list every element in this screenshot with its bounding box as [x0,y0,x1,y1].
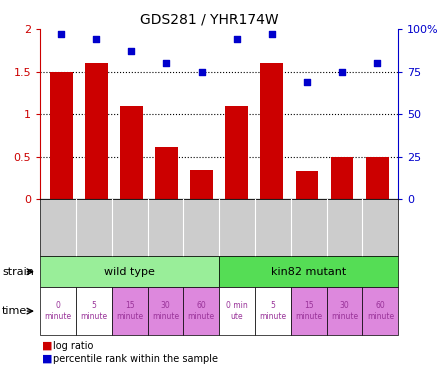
Text: 0 min
ute: 0 min ute [226,301,248,321]
Text: 0
minute: 0 minute [44,301,72,321]
Bar [331,157,353,199]
Point [128,48,135,53]
Bar [120,106,143,199]
Bar [295,171,318,199]
Text: percentile rank within the sample: percentile rank within the sample [53,354,218,364]
Text: 30
minute: 30 minute [152,301,179,321]
Text: 15
minute: 15 minute [116,301,143,321]
Text: 5
minute: 5 minute [80,301,107,321]
Bar [190,170,213,199]
Text: 60
minute: 60 minute [367,301,394,321]
Point [268,31,275,37]
Point [57,31,65,37]
Text: kin82 mutant: kin82 mutant [271,267,346,277]
Bar [50,72,73,199]
Point [374,60,381,66]
Text: ■: ■ [42,354,53,364]
Point [163,60,170,66]
Text: 5
minute: 5 minute [259,301,287,321]
Bar [366,157,388,199]
Text: wild type: wild type [104,267,155,277]
Text: 30
minute: 30 minute [331,301,358,321]
Bar [260,63,283,199]
Text: 15
minute: 15 minute [295,301,322,321]
Text: time: time [2,306,28,316]
Text: log ratio: log ratio [53,341,94,351]
Bar [85,63,108,199]
Text: 60
minute: 60 minute [188,301,215,321]
Text: GDS281 / YHR174W: GDS281 / YHR174W [140,13,279,27]
Point [93,37,100,42]
Text: strain: strain [2,267,34,277]
Point [233,37,240,42]
Point [303,79,311,85]
Point [339,69,346,75]
Bar [225,106,248,199]
Bar [155,147,178,199]
Text: ■: ■ [42,341,53,351]
Point [198,69,205,75]
